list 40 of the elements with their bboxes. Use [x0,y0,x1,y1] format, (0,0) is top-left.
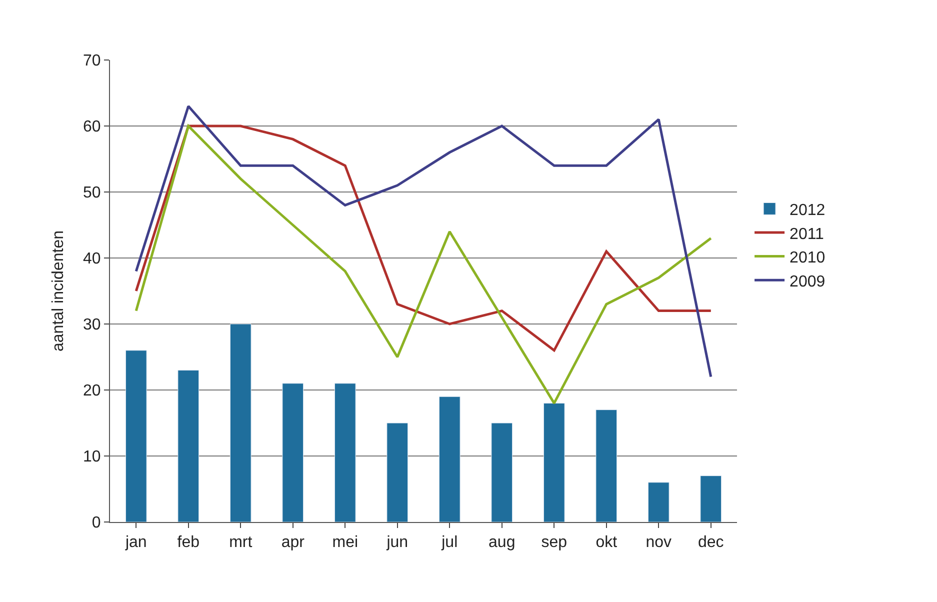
bar [700,476,722,522]
legend-label: 2011 [790,226,824,243]
x-tick-label: apr [281,534,306,552]
bar [543,402,565,522]
bar [230,324,252,522]
y-axis-title: aantal incidenten [50,230,67,352]
x-tick-label: dec [698,534,724,552]
bar [438,396,460,522]
y-tick-label: 60 [83,118,101,136]
x-tick-label: jan [124,534,147,552]
bar [648,482,670,522]
y-tick-label: 10 [83,448,101,466]
line-series [134,124,712,352]
bar [491,422,513,522]
bar [178,370,200,522]
x-tick-label: mei [332,534,358,552]
bar [282,383,304,522]
x-tick-label: sep [541,534,568,552]
bar [386,422,408,522]
line-series [134,124,712,404]
y-tick-label: 0 [92,514,101,532]
bar [596,410,618,522]
y-tick-label: 20 [83,382,101,400]
x-tick-label: feb [177,534,200,552]
x-tick-label: jul [440,534,458,552]
y-tick-label: 30 [83,316,101,334]
bar [334,383,356,522]
x-tick-label: aug [488,534,516,552]
y-tick-label: 70 [83,52,101,70]
x-tick-label: jun [386,534,408,552]
x-tick-label: nov [646,534,672,552]
bar [125,350,147,522]
legend-label: 2009 [790,273,826,290]
y-tick-label: 40 [83,250,101,268]
x-tick-label: mrt [229,534,253,552]
x-tick-label: okt [596,534,618,552]
legend-label: 2010 [790,250,826,267]
y-tick-label: 50 [83,184,101,202]
line-series [134,104,712,378]
legend-label: 2012 [790,202,826,219]
